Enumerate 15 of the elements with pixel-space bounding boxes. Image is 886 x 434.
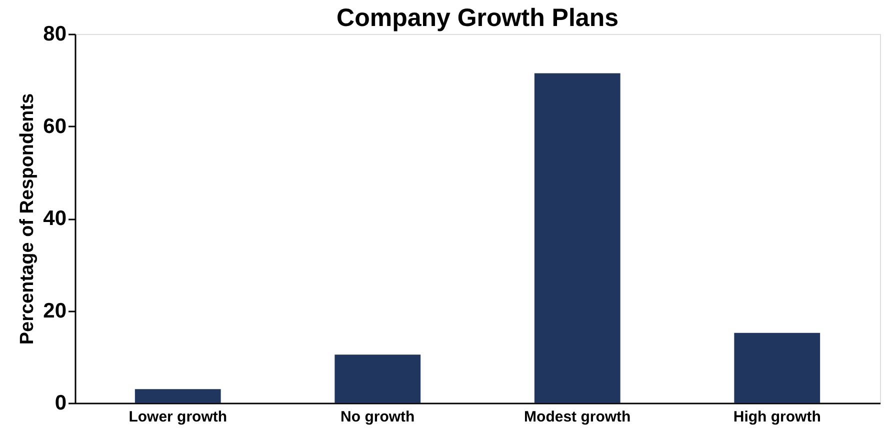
- bar: [734, 332, 820, 403]
- bar: [534, 73, 620, 403]
- y-tick-label: 40: [43, 207, 66, 230]
- x-tick-label: Modest growth: [524, 408, 631, 426]
- y-axis-title: Percentage of Respondents: [17, 93, 38, 345]
- y-tick-label: 0: [54, 392, 66, 414]
- x-tick-label: Lower growth: [128, 408, 228, 426]
- x-tick-label: No growth: [340, 408, 415, 426]
- chart-title: Company Growth Plans: [336, 4, 618, 32]
- y-tick-label: 80: [43, 22, 66, 46]
- y-tick-label: 60: [43, 114, 66, 138]
- y-tick-label: 20: [43, 299, 66, 322]
- bar: [334, 354, 421, 403]
- bar: [134, 389, 221, 403]
- x-tick-label: High growth: [733, 408, 821, 426]
